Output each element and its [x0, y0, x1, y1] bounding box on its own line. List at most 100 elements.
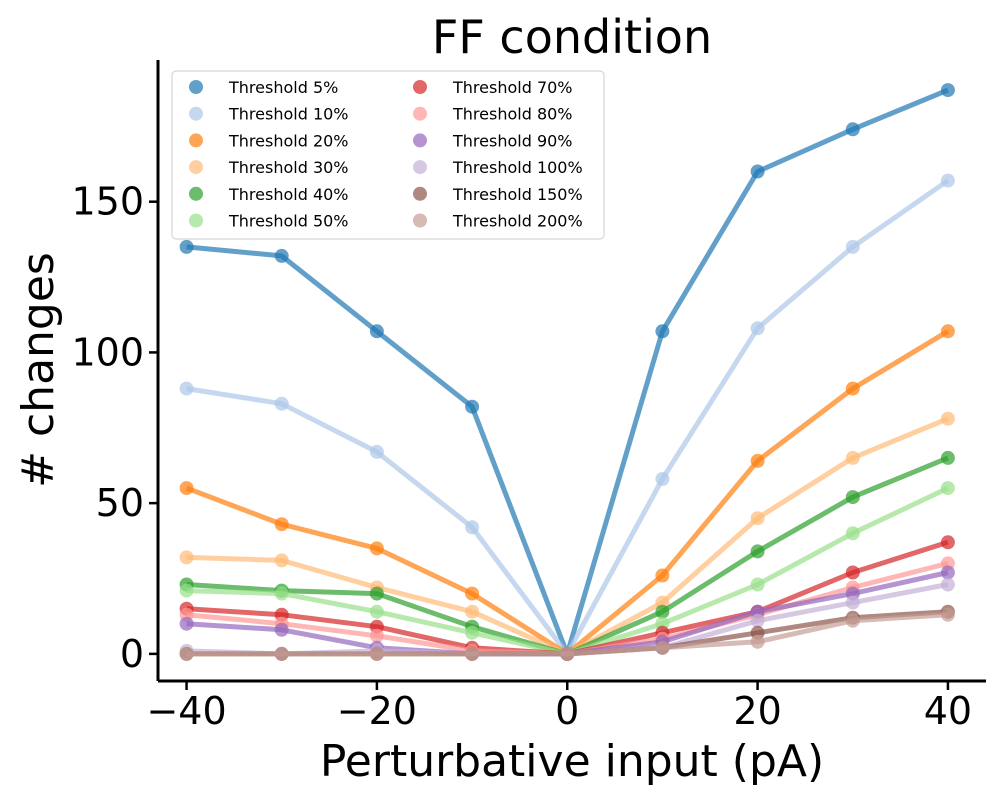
- legend-label: Threshold 50%: [228, 212, 349, 231]
- data-point: [655, 324, 670, 339]
- data-point: [750, 321, 765, 336]
- y-tick-label: 0: [120, 632, 144, 676]
- data-point: [845, 595, 860, 610]
- data-point: [940, 450, 955, 465]
- data-point: [655, 472, 670, 486]
- data-point: [845, 613, 860, 628]
- data-point: [750, 613, 765, 628]
- legend: Threshold 5% Threshold 10% Threshold 20% Th…: [171, 70, 605, 240]
- chart-title: FF condition: [432, 10, 712, 64]
- data-point: [655, 604, 670, 619]
- series-5: [179, 450, 955, 661]
- data-point: [465, 604, 480, 619]
- x-tick-label: −40: [146, 689, 226, 733]
- data-point: [560, 646, 575, 661]
- data-point: [940, 577, 955, 592]
- data-point: [179, 616, 194, 631]
- data-point: [845, 122, 860, 137]
- data-point: [369, 444, 384, 459]
- data-point: [465, 586, 480, 601]
- data-point: [369, 628, 384, 643]
- legend-label: Threshold 150%: [452, 185, 583, 204]
- data-point: [369, 604, 384, 619]
- data-point: [940, 481, 955, 496]
- x-tick-label: 0: [555, 689, 579, 733]
- x-tick-label: 40: [924, 689, 972, 733]
- data-point: [940, 607, 955, 622]
- data-point: [369, 586, 384, 601]
- data-point: [940, 535, 955, 550]
- y-axis-label: # changes: [13, 252, 64, 488]
- legend-item: Threshold 30%: [189, 158, 349, 177]
- x-axis-label: Perturbative input (pA): [320, 736, 824, 787]
- series-12: [179, 607, 955, 661]
- data-point: [369, 646, 384, 661]
- legend-item: Threshold 90%: [413, 131, 573, 150]
- data-point: [179, 481, 194, 496]
- data-point: [750, 634, 765, 649]
- legend-item: Threshold 5%: [189, 78, 338, 97]
- y-tick-label: 100: [71, 330, 144, 374]
- legend-marker: [189, 160, 203, 175]
- data-point: [179, 239, 194, 254]
- legend-marker: [189, 106, 203, 121]
- data-point: [655, 640, 670, 655]
- legend-item: Threshold 100%: [413, 158, 583, 177]
- data-point: [274, 396, 289, 411]
- data-point: [750, 577, 765, 592]
- legend-label: Threshold 90%: [452, 131, 573, 150]
- data-point: [940, 565, 955, 580]
- data-point: [179, 381, 194, 396]
- legend-label: Threshold 10%: [228, 105, 349, 124]
- legend-marker: [413, 106, 427, 121]
- data-point: [465, 399, 480, 414]
- legend-item: Threshold 150%: [413, 185, 583, 204]
- plot-area: [179, 83, 955, 661]
- y-tick-label: 50: [96, 481, 144, 525]
- legend-item: Threshold 20%: [189, 131, 349, 150]
- data-point: [940, 173, 955, 188]
- legend-frame: [171, 70, 605, 240]
- data-point: [940, 411, 955, 426]
- data-point: [750, 511, 765, 526]
- legend-label: Threshold 40%: [228, 185, 349, 204]
- legend-label: Threshold 200%: [452, 212, 583, 231]
- legend-marker: [413, 80, 427, 94]
- data-point: [845, 490, 860, 505]
- data-point: [940, 324, 955, 339]
- data-point: [274, 553, 289, 568]
- data-point: [274, 646, 289, 661]
- legend-marker: [413, 160, 427, 175]
- data-point: [179, 583, 194, 598]
- data-point: [274, 517, 289, 532]
- legend-item: Threshold 10%: [189, 105, 349, 124]
- data-point: [845, 239, 860, 254]
- x-tick-label: −20: [337, 689, 417, 733]
- data-point: [179, 646, 194, 661]
- series-line: [186, 570, 949, 657]
- legend-label: Threshold 100%: [452, 158, 583, 177]
- legend-label: Threshold 70%: [452, 78, 573, 97]
- data-point: [465, 646, 480, 661]
- legend-item: Threshold 70%: [413, 78, 573, 97]
- data-point: [940, 83, 955, 98]
- data-point: [655, 568, 670, 583]
- data-point: [845, 381, 860, 396]
- legend-marker: [413, 213, 427, 228]
- y-tick-label: 150: [71, 180, 144, 224]
- axis-ticks: −40 −20 0 20 40 0 50 100 150: [71, 180, 972, 733]
- series-line: [186, 485, 949, 657]
- x-tick-label: 20: [733, 689, 781, 733]
- data-point: [845, 565, 860, 580]
- data-point: [465, 625, 480, 640]
- data-point: [179, 550, 194, 565]
- data-point: [369, 324, 384, 339]
- legend-item: Threshold 80%: [413, 105, 573, 124]
- data-point: [845, 450, 860, 465]
- legend-marker: [189, 80, 203, 94]
- data-point: [750, 453, 765, 468]
- legend-marker: [413, 186, 427, 201]
- data-point: [274, 586, 289, 601]
- legend-item: Threshold 40%: [189, 185, 349, 204]
- data-point: [750, 164, 765, 179]
